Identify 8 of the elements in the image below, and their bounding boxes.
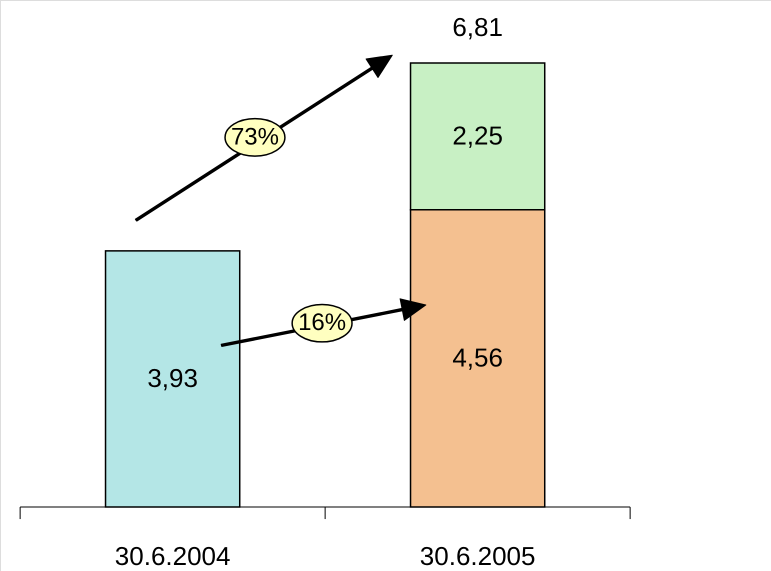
x-tick-label: 30.6.2005 [420, 541, 536, 571]
annotation: 73% [230, 123, 280, 150]
data-label: 3,93 [147, 362, 198, 393]
data-label: 4,56 [452, 342, 503, 372]
x-tick-label: 30.6.2004 [114, 541, 230, 571]
data-label: 2,25 [452, 120, 503, 150]
total-label: 6,81 [452, 12, 503, 42]
annotation: 16% [298, 309, 346, 336]
